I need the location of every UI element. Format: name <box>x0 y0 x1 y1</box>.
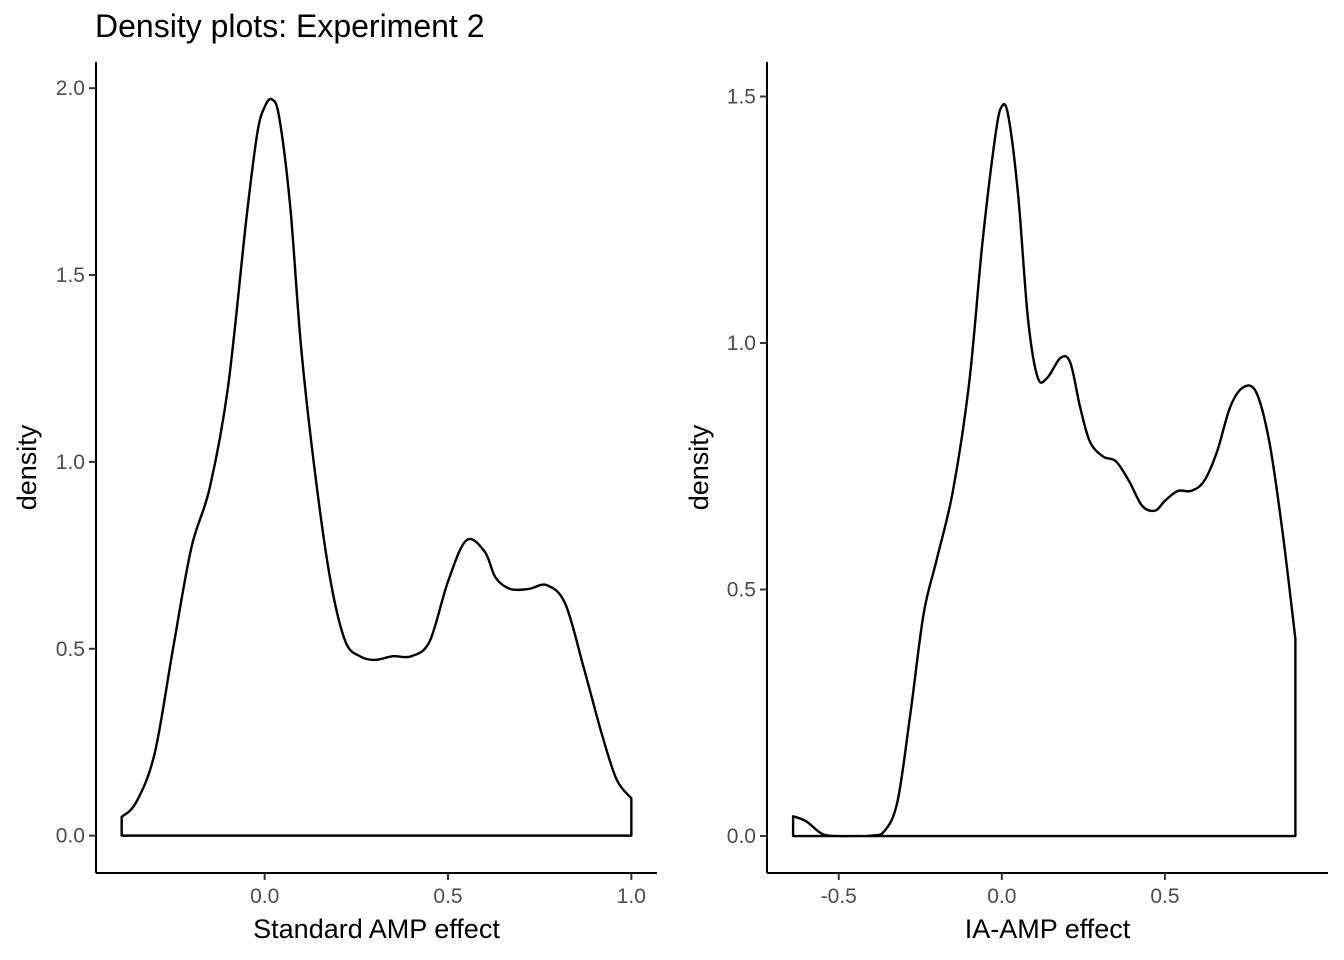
x-axis-title: IA-AMP effect <box>965 914 1131 944</box>
y-tick-label: 0.5 <box>727 579 756 602</box>
y-tick-label: 0.0 <box>727 825 756 848</box>
y-tick-label: 1.5 <box>56 264 85 287</box>
panel-standard-amp: 0.0 0.5 1.0 1.5 2.0 0.0 0.5 1.0 Standard AMP eff… <box>12 62 657 944</box>
y-tick-label: 1.5 <box>727 86 756 109</box>
density-curve <box>120 97 633 837</box>
y-tick-label: 0.0 <box>56 825 85 848</box>
x-tick-label: 0.5 <box>1150 885 1179 908</box>
x-tick-label: 0.0 <box>987 885 1016 908</box>
y-tick-label: 0.5 <box>56 638 85 661</box>
x-tick-label: -0.5 <box>821 885 857 908</box>
y-tick-label: 1.0 <box>727 332 756 355</box>
y-tick-label: 2.0 <box>56 77 85 100</box>
y-axis-title: density <box>12 424 42 510</box>
x-tick-label: 0.0 <box>250 885 279 908</box>
y-axis-title: density <box>684 424 714 510</box>
x-axis-title: Standard AMP effect <box>253 914 500 944</box>
page-title: Density plots: Experiment 2 <box>95 8 485 44</box>
y-tick-label: 1.0 <box>56 451 85 474</box>
x-tick-label: 0.5 <box>433 885 462 908</box>
panel-ia-amp: 0.0 0.5 1.0 1.5 -0.5 0.0 0.5 IA-AMP effect densi… <box>684 62 1328 944</box>
x-tick-label: 1.0 <box>617 885 646 908</box>
density-curve <box>791 102 1297 838</box>
